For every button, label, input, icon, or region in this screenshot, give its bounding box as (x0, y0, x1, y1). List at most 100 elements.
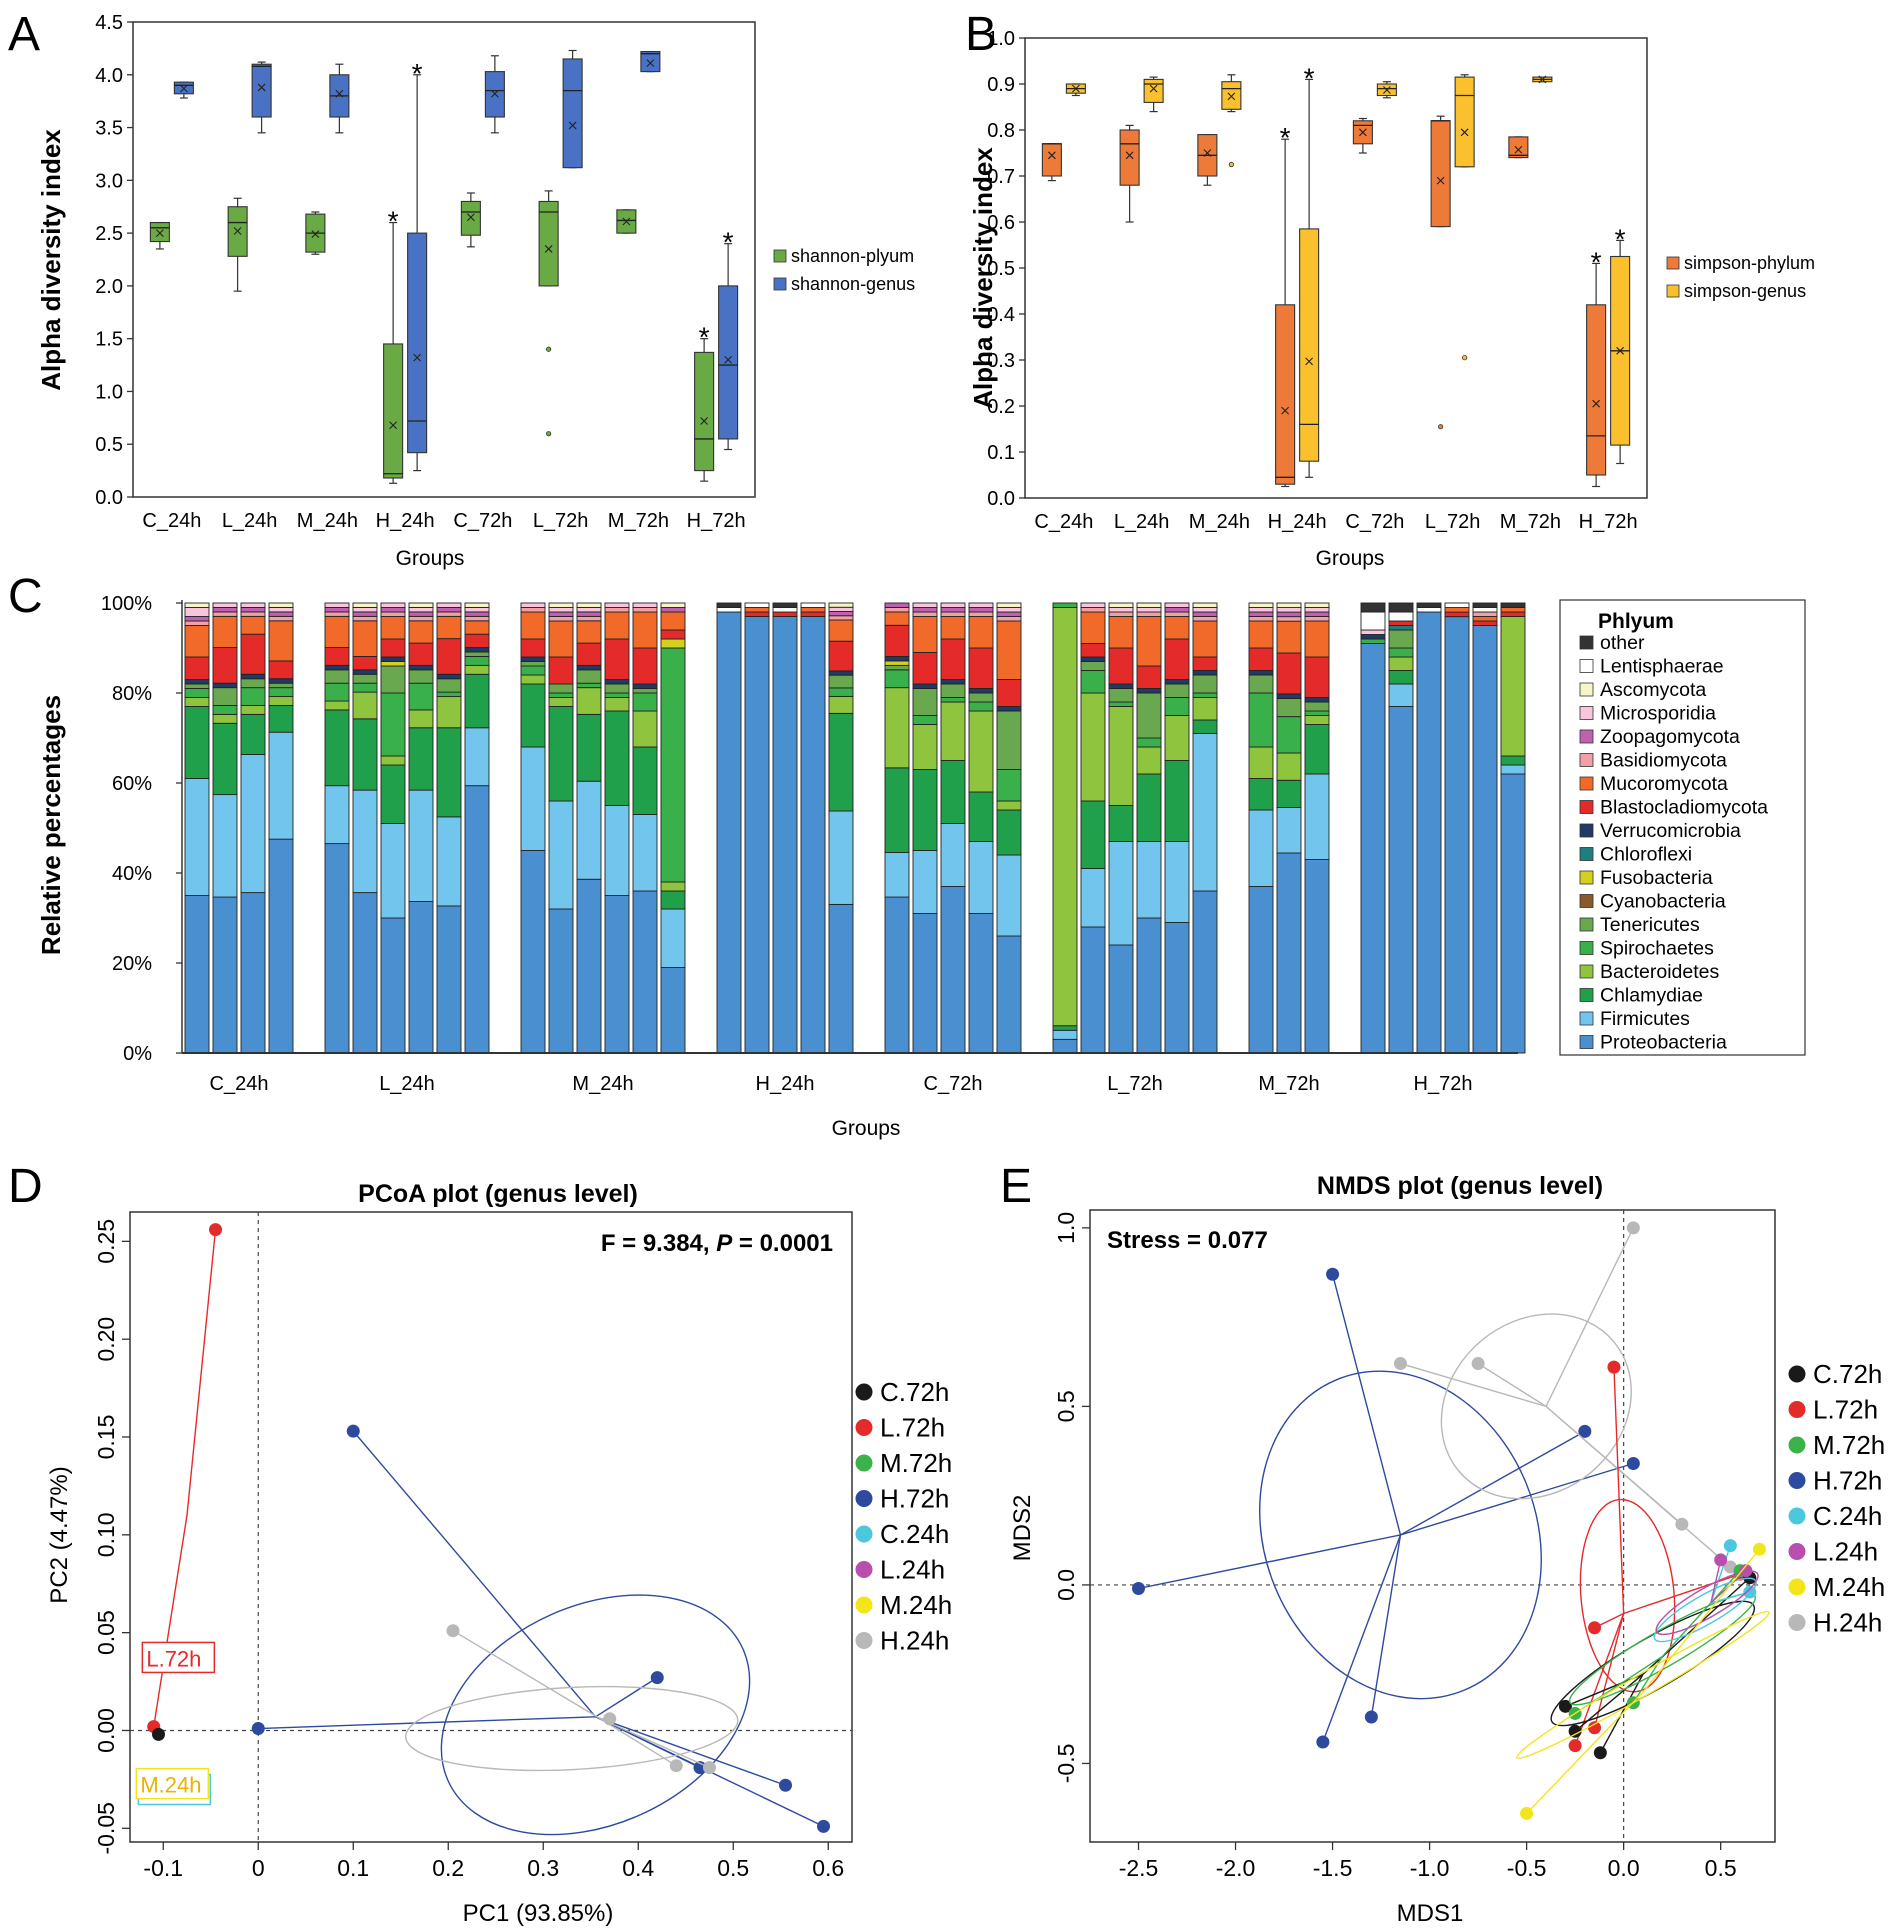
segment-Proteobacteria (1388, 706, 1414, 1054)
y-tick-label: 1.0 (95, 381, 123, 403)
segment-Proteobacteria (1360, 643, 1386, 1054)
segment-Ascomycota (184, 602, 210, 608)
bar-L_72h-26 (1052, 602, 1078, 1054)
mean-marker (622, 217, 631, 226)
segment-Zoopagomycota (436, 607, 462, 613)
segment-Proteobacteria (912, 913, 938, 1054)
legend-label-Bacteroidetes: Bacteroidetes (1600, 961, 1719, 983)
legend-swatch-Verrucomicrobia (1579, 823, 1594, 838)
segment-Blastocladiomycota (1276, 652, 1302, 695)
segment-Verrucomicrobia (576, 664, 602, 671)
segment-Bacteroidetes (660, 881, 686, 892)
box-body (640, 51, 661, 73)
segment-Blastocladiomycota (240, 633, 266, 675)
segment-Mucoromycota (996, 620, 1022, 680)
spoke-line (153, 1515, 188, 1727)
x-axis-label: Groups (396, 547, 465, 570)
segment-Firmicutes (1388, 683, 1414, 707)
segment-Spirochaetes (268, 687, 294, 698)
segment-Tenericutes (884, 664, 910, 671)
mean-marker (700, 417, 709, 425)
segment-Chlamydiae (968, 791, 994, 842)
mean-marker (1592, 399, 1601, 408)
x-axis: C_24h L_24h M_24h H_24h C_72h L_72h M_72h H_72h (1034, 511, 1637, 533)
mean-marker (1358, 128, 1367, 137)
segment-Tenericutes (1192, 674, 1218, 694)
segment-Chlamydiae (1136, 773, 1162, 842)
segment-Basidiomycota (380, 611, 406, 617)
segment-Chlamydiae (1248, 778, 1274, 811)
segment-Mucoromycota (240, 615, 266, 635)
segment-Proteobacteria (772, 616, 798, 1054)
bar-H_24h-18 (772, 602, 798, 1054)
segment-Microsporidia (604, 602, 630, 608)
x-tick-label: L_24h (379, 1073, 435, 1095)
x-tick-label: C_72h (453, 510, 512, 532)
legend: shannon-plyum shannon-genus (773, 246, 915, 294)
bar-M_72h-33 (1276, 602, 1302, 1054)
segment-Proteobacteria (1108, 944, 1134, 1054)
segment-Basidiomycota (968, 611, 994, 617)
y-tick-label: 0.00 (93, 1708, 119, 1753)
segment-Proteobacteria (380, 917, 406, 1054)
y-tick-label: 0.5 (95, 434, 123, 456)
y-tick-label: 100% (101, 593, 152, 615)
spoke-line (1593, 1613, 1625, 1728)
y-tick-label: 40% (112, 863, 152, 885)
segment-Mucoromycota (1192, 620, 1218, 658)
segment-Proteobacteria (1500, 773, 1526, 1054)
segment-Lentisphaerae (1388, 611, 1414, 622)
y-tick-label: 0.4 (987, 304, 1015, 326)
data-point (1568, 1724, 1582, 1738)
box-shannon-genus-C_24h (173, 81, 194, 99)
bar-H_72h-40 (1500, 602, 1526, 1054)
segment-Firmicutes (912, 850, 938, 914)
x-tick-label: M_24h (297, 510, 358, 532)
segment-Microsporidia (576, 607, 602, 613)
y-axis-label: PC2 (4.47%) (46, 1466, 73, 1603)
segment-Bacteroidetes (1304, 715, 1330, 725)
box-simpson-phylum-L_72h (1430, 115, 1451, 430)
data-point (1626, 1457, 1640, 1471)
plot-frame (1024, 37, 1648, 499)
segment-Mucoromycota (548, 620, 574, 658)
segment-Verrucomicrobia (884, 656, 910, 662)
segment-Proteobacteria (352, 892, 378, 1054)
spoke-line (1400, 1430, 1586, 1536)
significance-star: * (1591, 246, 1602, 277)
segment-Microsporidia (1108, 607, 1134, 613)
data-point (1739, 1564, 1753, 1578)
data-point (1316, 1735, 1330, 1749)
segment-Bacteroidetes (1052, 607, 1078, 1027)
mean-marker (1538, 75, 1547, 84)
plot-area: L.72h M.24h (130, 1212, 852, 1842)
data-point (1471, 1357, 1485, 1371)
spoke-line (599, 1718, 677, 1767)
segment-Tenericutes (268, 682, 294, 689)
mean-marker (1514, 145, 1523, 154)
segment-Zoopagomycota (184, 616, 210, 622)
legend-label-H.72h: H.72h (880, 1484, 949, 1514)
legend-marker-M.24h (855, 1596, 873, 1614)
legend-label-C.24h: C.24h (880, 1519, 949, 1549)
segment-Verrucomicrobia (1080, 656, 1106, 662)
segment-Bacteroidetes (1276, 752, 1302, 781)
segment-Verrucomicrobia (912, 683, 938, 689)
mean-marker (233, 227, 242, 235)
x-tick-label: L_72h (1425, 511, 1481, 533)
bar-H_72h-35 (1360, 602, 1386, 1054)
stat-p-value: = 0.0001 (732, 1230, 833, 1257)
segment-Spirochaetes (436, 691, 462, 698)
segment-Blastocladiomycota (996, 679, 1022, 707)
x-tick-label: 0.5 (717, 1855, 749, 1881)
segment-Microsporidia (1192, 607, 1218, 613)
mean-marker (1460, 128, 1469, 137)
segment-Verrucomicrobia (212, 682, 238, 689)
significance-star: * (723, 227, 734, 258)
segment-Bacteroidetes (1500, 616, 1526, 757)
box-shannon-plyum-C_24h (149, 221, 170, 250)
segment-Ascomycota (548, 602, 574, 608)
segment-Verrucomicrobia (436, 673, 462, 680)
legend-swatch-Ascomycota (1579, 682, 1594, 697)
panel-label-b: B (965, 8, 997, 61)
